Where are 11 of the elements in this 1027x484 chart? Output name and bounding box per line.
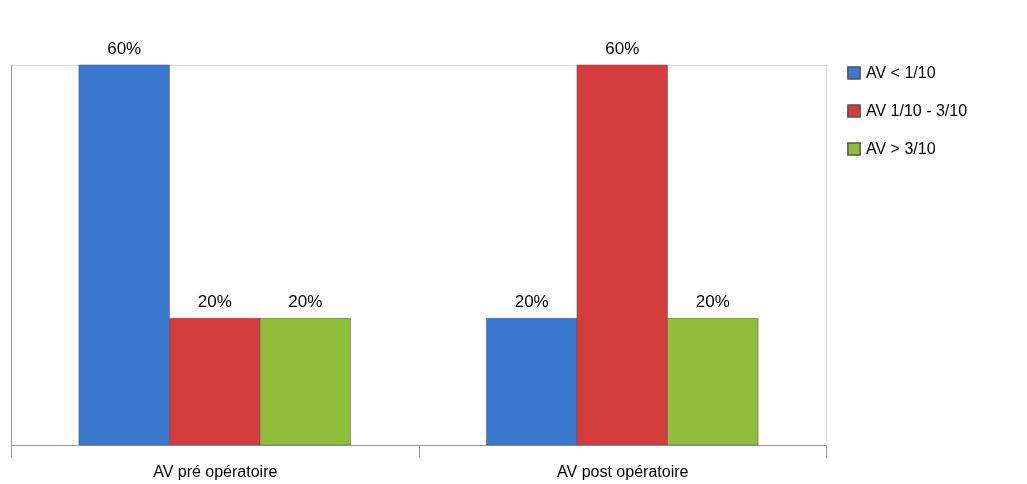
legend-label: AV 1/10 - 3/10 [866, 102, 968, 119]
x-tick-label: AV post opératoire [557, 462, 689, 480]
x-tick-label: AV pré opératoire [153, 462, 278, 480]
legend-label: AV > 3/10 [866, 140, 936, 157]
data-label: 60% [605, 39, 640, 58]
data-label: 20% [197, 292, 232, 312]
data-label: 20% [288, 292, 323, 312]
data-label: 60% [107, 39, 142, 58]
data-label: 20% [695, 292, 730, 312]
data-label: 20% [514, 292, 549, 312]
legend-label: AV < 1/10 [866, 64, 936, 81]
